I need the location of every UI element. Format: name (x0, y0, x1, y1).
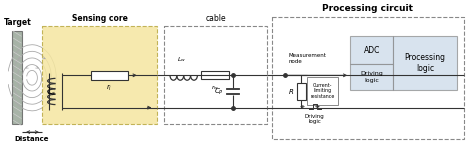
Text: Sensing core: Sensing core (72, 15, 128, 23)
Bar (164, 26, 267, 124)
Bar (307, 77, 338, 105)
Text: Target: Target (3, 18, 31, 27)
Text: $L_s$: $L_s$ (46, 85, 55, 98)
Text: $R$: $R$ (288, 87, 294, 96)
Bar (12, 31, 22, 124)
Text: Processing circuit: Processing circuit (322, 4, 413, 13)
Bar (350, 36, 393, 64)
Bar (393, 36, 457, 90)
Text: $r_w$: $r_w$ (211, 83, 219, 92)
Bar (91, 71, 128, 80)
Text: Current-
limiting
resistance: Current- limiting resistance (310, 83, 335, 99)
Bar (201, 71, 229, 79)
Text: $L_w$: $L_w$ (177, 55, 186, 64)
Bar (350, 64, 393, 90)
Bar (272, 17, 464, 139)
Bar (297, 83, 306, 100)
Text: Driving
logic: Driving logic (305, 114, 325, 124)
Text: Measurement
node: Measurement node (289, 53, 326, 64)
FancyBboxPatch shape (42, 26, 157, 124)
Text: $C_P$: $C_P$ (214, 86, 224, 97)
Text: Driving
logic: Driving logic (360, 71, 383, 83)
Text: Distance: Distance (15, 136, 49, 142)
Text: cable: cable (205, 15, 226, 23)
Text: Processing
logic: Processing logic (404, 53, 446, 73)
Text: ADC: ADC (364, 46, 380, 55)
Text: $r_i$: $r_i$ (106, 83, 112, 93)
